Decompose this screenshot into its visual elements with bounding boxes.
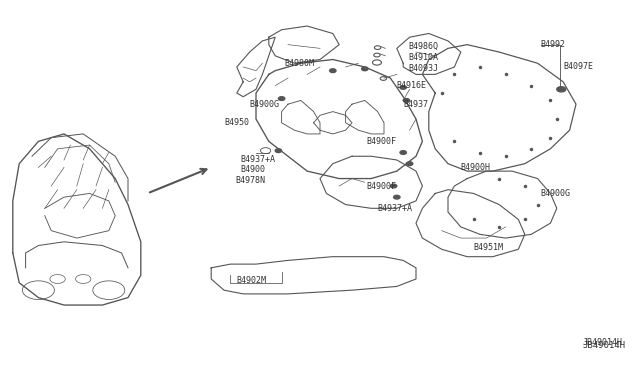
Text: B4951M: B4951M <box>474 243 504 252</box>
Text: B4950: B4950 <box>224 118 249 127</box>
Text: B4093J: B4093J <box>408 64 438 73</box>
Text: B4916E: B4916E <box>397 81 427 90</box>
Circle shape <box>275 149 282 153</box>
Circle shape <box>330 69 336 73</box>
Text: B4937+A: B4937+A <box>241 155 276 164</box>
Text: B4900F: B4900F <box>367 182 397 190</box>
Text: B4980M: B4980M <box>285 59 315 68</box>
Text: B4900F: B4900F <box>367 137 397 146</box>
Text: JB49014H: JB49014H <box>582 338 622 347</box>
Circle shape <box>403 99 410 102</box>
Circle shape <box>390 184 397 188</box>
Text: B4097E: B4097E <box>563 62 593 71</box>
Text: B4986Q: B4986Q <box>408 42 438 51</box>
Text: B4900: B4900 <box>241 165 266 174</box>
Text: B4900G: B4900G <box>250 100 280 109</box>
Text: B4937+A: B4937+A <box>378 204 413 213</box>
Circle shape <box>394 195 400 199</box>
Text: B4978N: B4978N <box>235 176 265 185</box>
Circle shape <box>278 97 285 100</box>
Circle shape <box>400 86 406 89</box>
Circle shape <box>400 151 406 154</box>
Text: B4902M: B4902M <box>237 276 267 285</box>
Text: B4900G: B4900G <box>541 189 571 198</box>
Text: B4900H: B4900H <box>461 163 491 172</box>
Circle shape <box>362 67 368 71</box>
Text: B4937: B4937 <box>403 100 428 109</box>
Text: B4992: B4992 <box>541 40 566 49</box>
Text: B4910A: B4910A <box>408 53 438 62</box>
Circle shape <box>557 87 566 92</box>
Circle shape <box>406 162 413 166</box>
Text: JB49014H: JB49014H <box>582 341 625 350</box>
